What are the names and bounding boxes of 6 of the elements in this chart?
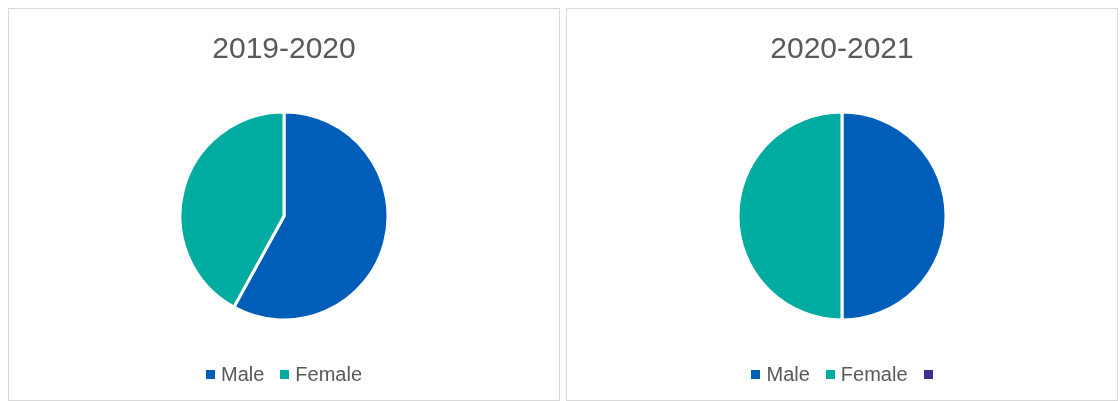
- legend-label: Male: [766, 363, 810, 386]
- chart-title: 2020-2021: [769, 31, 915, 65]
- legend-label: Male: [220, 363, 265, 386]
- legend-label: Female: [840, 363, 908, 386]
- legend-label: Female: [295, 363, 363, 386]
- chart-title: 2019-2020: [211, 31, 357, 65]
